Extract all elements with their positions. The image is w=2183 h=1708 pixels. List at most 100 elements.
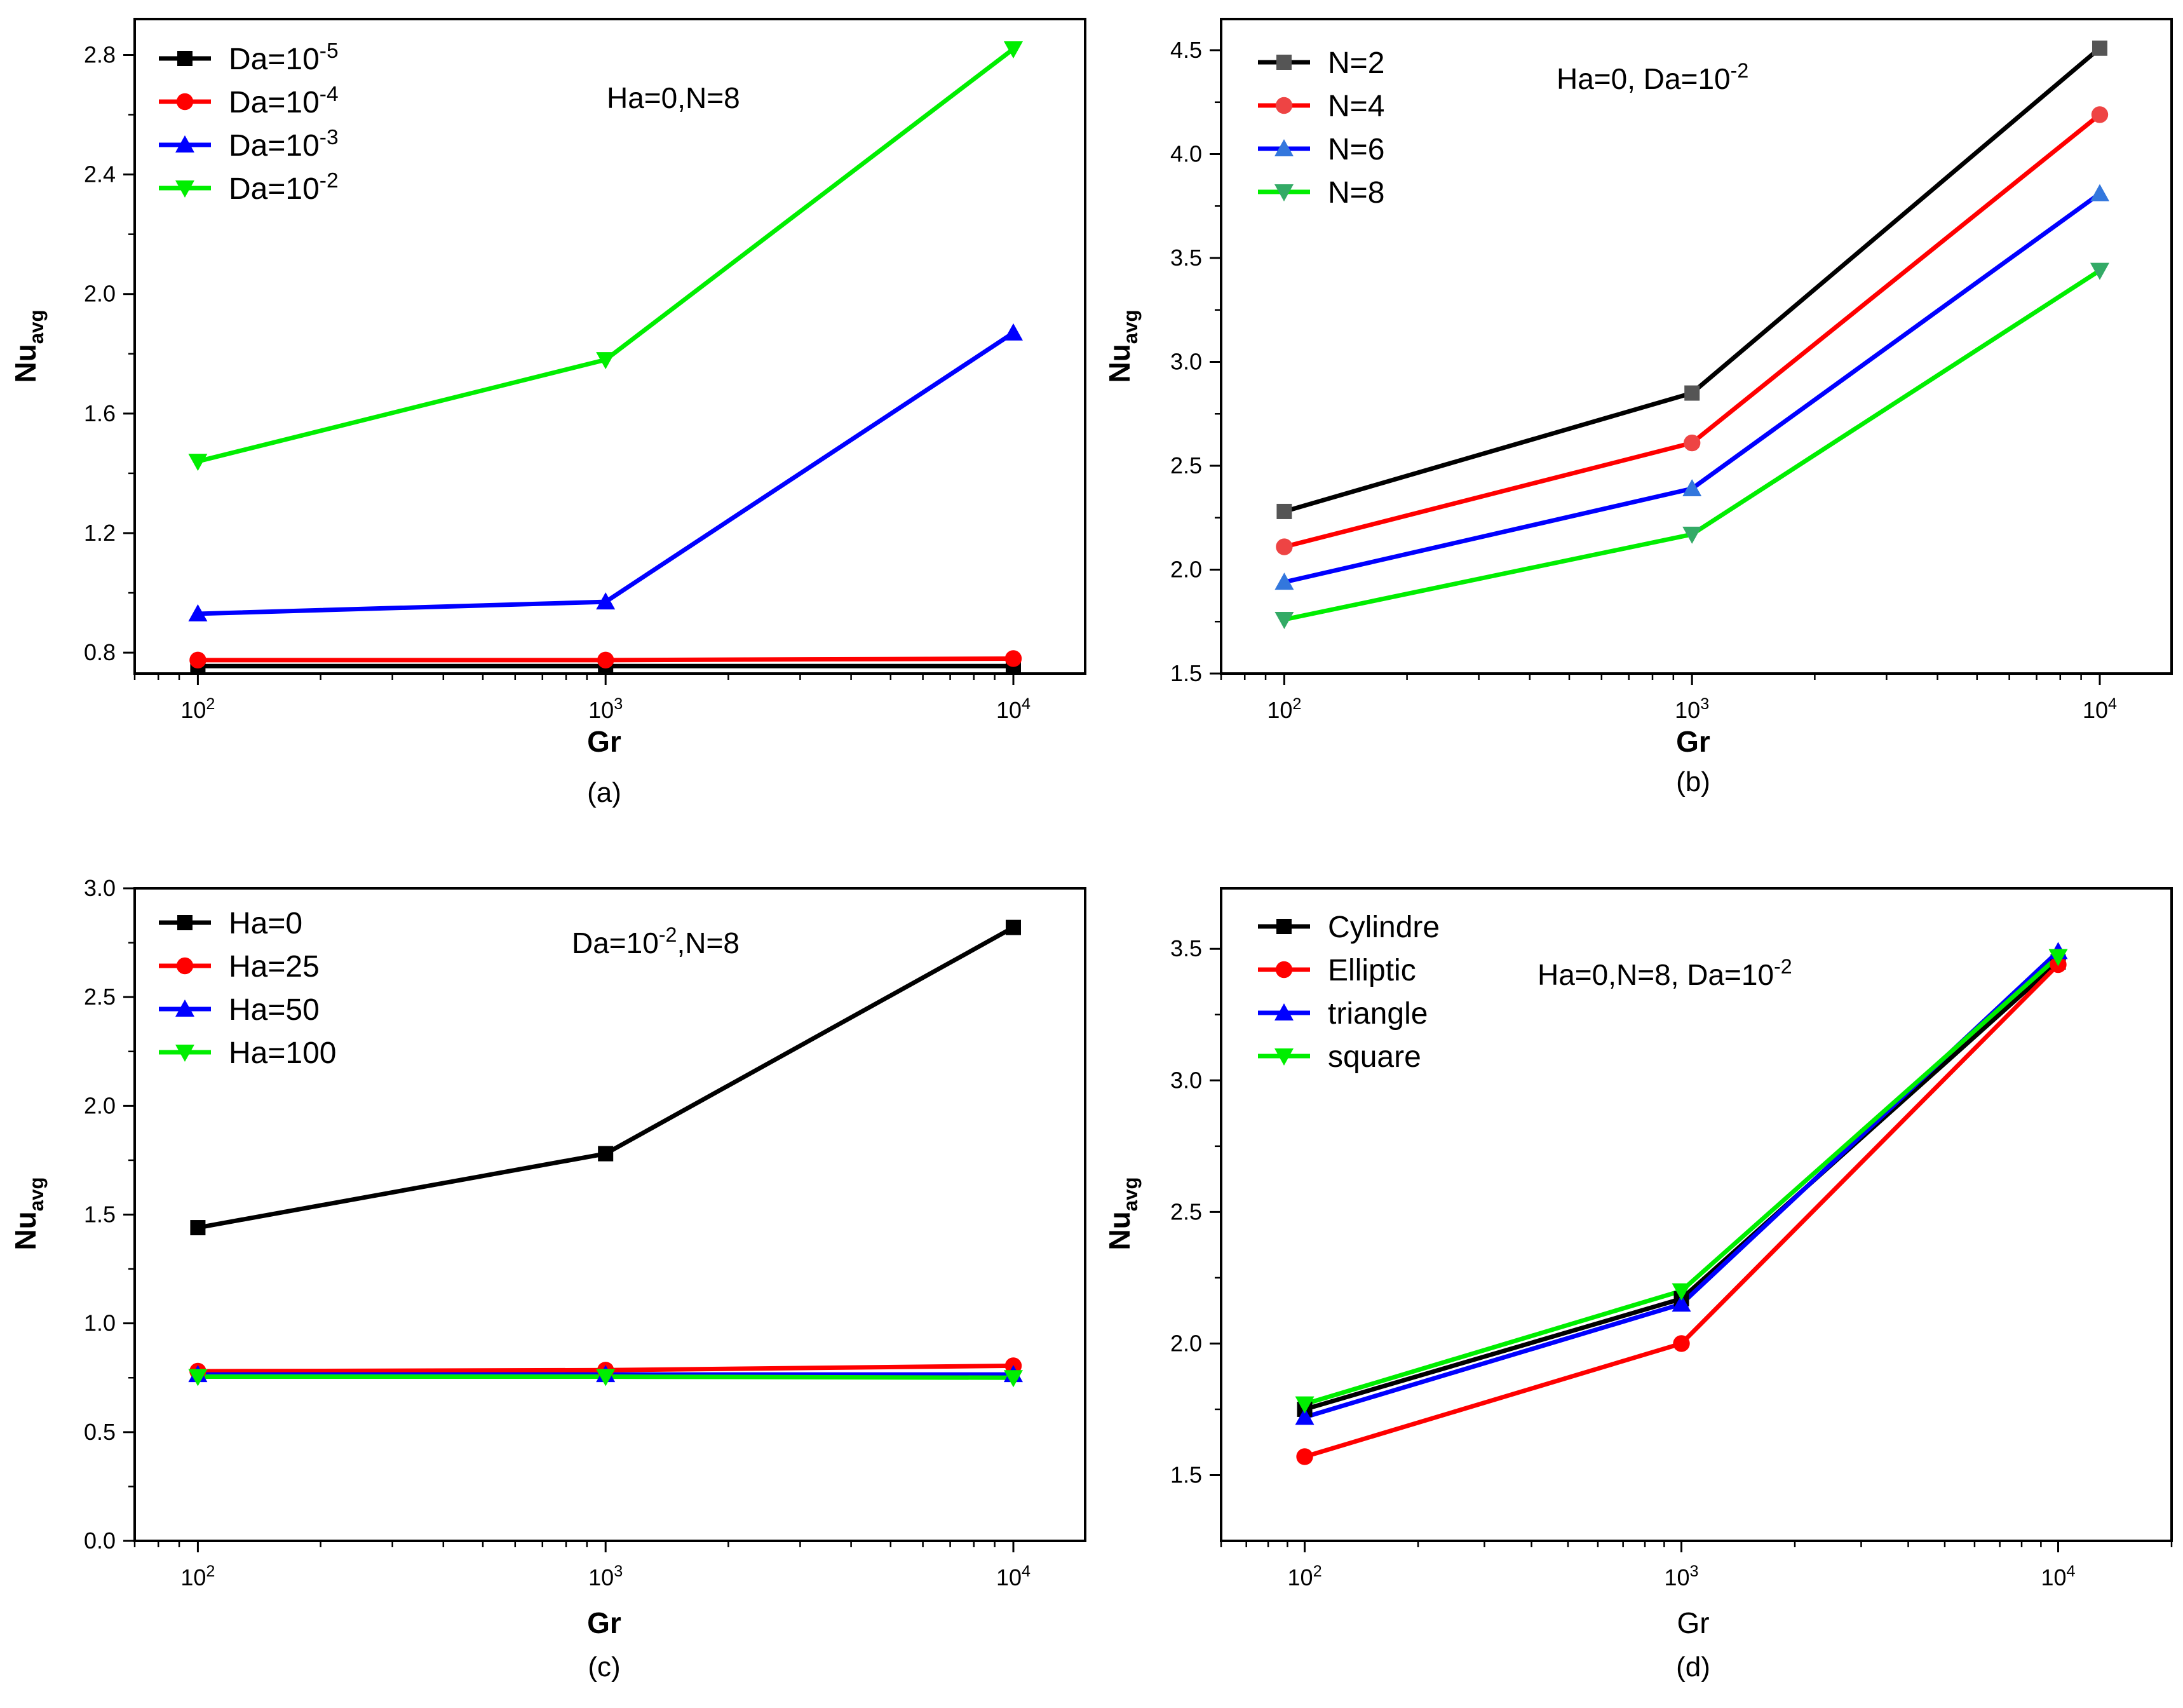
data-point bbox=[1295, 1396, 1315, 1414]
panel-annotation: Ha=0,N=8 bbox=[607, 81, 740, 114]
y-tick-label: 0.5 bbox=[84, 1419, 116, 1445]
x-tick-label: 102 bbox=[1267, 695, 1301, 723]
series-line bbox=[198, 330, 1015, 616]
data-point bbox=[188, 604, 208, 621]
legend-marker bbox=[1274, 184, 1294, 201]
data-point bbox=[1004, 650, 1022, 667]
y-tick-label: 4.5 bbox=[1170, 37, 1202, 63]
legend-label: N=4 bbox=[1328, 90, 1384, 123]
data-point bbox=[2092, 40, 2107, 56]
panel-annotation: Ha=0,N=8, Da=10-2 bbox=[1538, 955, 1792, 991]
data-point bbox=[598, 1146, 614, 1162]
data-point bbox=[1003, 323, 1023, 341]
legend-marker bbox=[1275, 961, 1293, 979]
x-tick-label: 104 bbox=[996, 695, 1031, 723]
panel-c: 0.0 0.5 1.0 1.5 2.0 2.5 3.0 102 103 104 Gr Nuavg Ha=… bbox=[9, 875, 1086, 1683]
y-tick-label: 1.0 bbox=[84, 1310, 116, 1336]
legend-marker bbox=[1275, 97, 1293, 114]
data-point bbox=[1684, 434, 1701, 452]
data-point bbox=[1295, 1407, 1315, 1425]
data-point bbox=[2090, 184, 2109, 201]
series-line bbox=[197, 47, 1015, 464]
data-point bbox=[189, 651, 206, 669]
y-tick-label: 3.0 bbox=[84, 875, 116, 901]
panel-caption: (a) bbox=[587, 777, 621, 808]
x-tick-label: 103 bbox=[1664, 1562, 1698, 1590]
series-line bbox=[197, 925, 1015, 1230]
panel-caption: (b) bbox=[1676, 766, 1710, 797]
x-tick-label: 104 bbox=[996, 1562, 1031, 1590]
y-tick-label: 2.0 bbox=[1170, 1330, 1202, 1356]
y-tick-label: 3.5 bbox=[1170, 245, 1202, 271]
data-point bbox=[1672, 1294, 1691, 1312]
data-point bbox=[2091, 106, 2109, 123]
y-tick-label: 1.6 bbox=[84, 400, 116, 426]
plot-frame bbox=[1220, 18, 2173, 675]
legend-marker bbox=[175, 1045, 194, 1062]
data-point bbox=[1276, 503, 1292, 519]
data-point bbox=[190, 1220, 206, 1236]
y-tick-label: 2.5 bbox=[84, 984, 116, 1010]
panel-a: 0.8 1.2 1.6 2.0 2.4 2.8 102 103 104 Gr Nuavg Da=10-… bbox=[9, 18, 1086, 808]
legend-label: square bbox=[1328, 1040, 1421, 1074]
y-tick-label: 4.0 bbox=[1170, 141, 1202, 167]
data-point bbox=[1682, 478, 1702, 496]
data-point bbox=[1673, 1335, 1690, 1352]
legend-marker bbox=[175, 1000, 194, 1017]
legend-marker bbox=[177, 915, 193, 930]
legend-marker bbox=[1274, 1048, 1294, 1066]
data-point bbox=[1003, 1370, 1023, 1388]
data-point bbox=[597, 651, 614, 669]
legend-label: Da=10-5 bbox=[229, 39, 339, 77]
legend-marker bbox=[176, 93, 194, 111]
legend-label: N=6 bbox=[1328, 133, 1384, 166]
plot-frame bbox=[1220, 887, 2173, 1542]
legend-label: N=2 bbox=[1328, 46, 1384, 80]
data-point bbox=[188, 454, 208, 471]
legend-marker bbox=[176, 957, 194, 975]
y-axis-label: Nuavg bbox=[1103, 309, 1142, 383]
x-tick-label: 103 bbox=[588, 695, 623, 723]
x-tick-label: 102 bbox=[180, 695, 215, 723]
y-tick-label: 3.0 bbox=[1170, 1067, 1202, 1093]
data-point bbox=[1005, 919, 1021, 935]
legend-label: Da=10-4 bbox=[229, 83, 339, 120]
panel-annotation: Da=10-2,N=8 bbox=[572, 923, 740, 959]
legend-label: Elliptic bbox=[1328, 954, 1416, 987]
data-point bbox=[1672, 1283, 1691, 1301]
data-point bbox=[1276, 538, 1293, 555]
y-tick-label: 1.5 bbox=[1170, 660, 1202, 686]
data-point bbox=[1274, 611, 1294, 629]
x-axis-label: Gr bbox=[1676, 725, 1710, 758]
y-tick-label: 2.4 bbox=[84, 161, 116, 187]
legend-marker bbox=[177, 51, 193, 66]
y-tick-label: 2.8 bbox=[84, 41, 116, 67]
legend-label: Ha=50 bbox=[229, 993, 320, 1027]
y-tick-label: 1.5 bbox=[84, 1202, 116, 1228]
y-tick-label: 2.0 bbox=[84, 1092, 116, 1118]
data-point bbox=[1684, 385, 1700, 401]
y-axis-label: Nuavg bbox=[9, 1177, 48, 1250]
y-tick-label: 1.2 bbox=[84, 520, 116, 546]
y-tick-label: 3.0 bbox=[1170, 349, 1202, 375]
y-tick-label: 0.0 bbox=[84, 1528, 116, 1554]
panel-caption: (c) bbox=[588, 1651, 620, 1683]
panel-caption: (d) bbox=[1676, 1651, 1710, 1683]
y-tick-label: 2.5 bbox=[1170, 452, 1202, 478]
y-axis-label: Nuavg bbox=[1103, 1177, 1142, 1250]
data-point bbox=[188, 1369, 208, 1386]
legend-label: Ha=100 bbox=[229, 1036, 336, 1070]
legend-marker bbox=[1274, 139, 1294, 156]
legend-label: Ha=25 bbox=[229, 950, 320, 984]
x-tick-label: 104 bbox=[2083, 695, 2117, 723]
x-axis-label: Gr bbox=[587, 1606, 621, 1639]
x-tick-label: 103 bbox=[588, 1562, 623, 1590]
data-point bbox=[596, 1369, 616, 1386]
legend-label: Ha=0 bbox=[229, 907, 302, 940]
x-tick-label: 102 bbox=[180, 1562, 215, 1590]
x-axis-label: Gr bbox=[587, 725, 621, 758]
legend-marker bbox=[175, 180, 194, 198]
data-point bbox=[1274, 573, 1294, 590]
y-tick-label: 0.8 bbox=[84, 639, 116, 665]
